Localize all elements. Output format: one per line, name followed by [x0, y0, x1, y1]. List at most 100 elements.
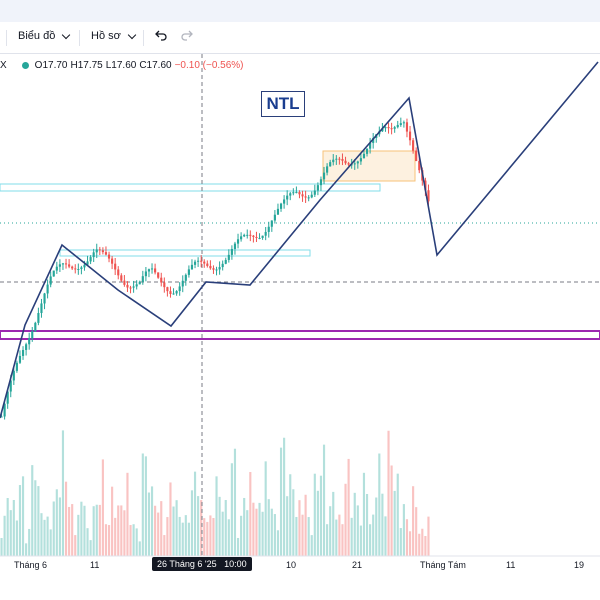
candle-down [301, 194, 304, 197]
volume-bar [341, 524, 344, 556]
candle-down [203, 261, 206, 264]
volume-bar [34, 480, 37, 556]
candle-up [332, 159, 335, 163]
volume-bar [141, 453, 144, 556]
volume-bar [362, 472, 366, 556]
candle-up [197, 260, 200, 262]
candle-up [218, 267, 221, 270]
ticker-annotation: NTL [261, 91, 305, 117]
candle-up [230, 248, 233, 255]
candle-down [338, 158, 341, 160]
volume-bar [0, 538, 3, 556]
volume-bar [335, 519, 338, 556]
chart-menu-button[interactable]: Biểu đồ [18, 30, 71, 42]
volume-bar [64, 481, 68, 556]
support-band [0, 330, 600, 340]
candle-down [160, 277, 163, 283]
x-tick-label: 19 [574, 560, 585, 570]
volume-bar [68, 506, 71, 556]
ohlc-high: H17.75 [70, 60, 103, 71]
volume-bar [286, 496, 289, 556]
volume-bar [322, 444, 326, 556]
candle-up [25, 344, 28, 350]
candle-up [227, 254, 230, 260]
volume-bar [104, 524, 108, 556]
redo-button[interactable] [180, 28, 194, 42]
volume-bar [135, 528, 138, 556]
candle-up [181, 280, 184, 287]
volume-bar [399, 528, 402, 556]
candle-down [415, 150, 418, 162]
volume-bar [18, 485, 22, 556]
volume-bar [344, 483, 347, 556]
candle-down [71, 266, 74, 269]
candle-down [212, 268, 215, 270]
volume-bar [372, 514, 375, 556]
candle-down [206, 263, 209, 266]
volume-bar [415, 507, 418, 556]
volume-bar [326, 524, 329, 556]
candle-up [193, 261, 197, 265]
candle-up [289, 193, 292, 196]
volume-bar [347, 458, 350, 556]
candle-up [261, 235, 264, 238]
volume-bar [92, 506, 95, 556]
candle-up [184, 274, 187, 281]
volume-bar [169, 482, 172, 556]
undo-button[interactable] [154, 28, 168, 42]
volume-bar [52, 501, 55, 556]
volume-bar [243, 497, 246, 556]
candle-up [224, 259, 227, 264]
candle-down [157, 272, 160, 278]
volume-bar [43, 519, 46, 556]
volume-bar [408, 531, 412, 556]
candle-up [335, 158, 338, 160]
candle-up [276, 208, 280, 215]
volume-bar [147, 492, 151, 556]
volume-bar [181, 522, 184, 556]
volume-bar [206, 521, 209, 556]
volume-bar [356, 505, 359, 556]
volume-bar [289, 474, 292, 556]
candle-up [310, 194, 313, 198]
chart-menu-label: Biểu đồ [18, 30, 56, 42]
candle-up [144, 271, 147, 277]
x-tick-label: 21 [352, 560, 363, 570]
volume-bar [111, 486, 114, 556]
volume-bar [209, 515, 212, 556]
candle-down [111, 258, 114, 264]
volume-bar [273, 514, 276, 556]
volume-bar [283, 437, 286, 556]
volume-bar [55, 489, 58, 556]
x-tick-label: 11 [506, 560, 516, 570]
volume-bar [387, 430, 390, 556]
volume-bar [86, 528, 89, 556]
candle-down [298, 192, 301, 195]
volume-bar [120, 505, 123, 556]
volume-bar [89, 540, 92, 556]
candle-up [187, 269, 190, 275]
volume-bar [126, 472, 129, 556]
candle-up [221, 263, 224, 268]
volume-bar [378, 453, 381, 556]
volume-bar [295, 516, 298, 556]
candle-up [190, 264, 194, 270]
candle-up [264, 231, 267, 236]
candle-up [384, 127, 387, 129]
volume-bar [40, 513, 43, 556]
ohlc-low: L17.60 [105, 60, 137, 71]
toolbar-divider [79, 30, 80, 46]
candle-up [356, 161, 359, 164]
candle-down [68, 264, 71, 267]
profile-menu-button[interactable]: Hồ sơ [91, 30, 137, 42]
volume-bar [304, 494, 307, 556]
toolbar-divider [6, 30, 7, 46]
candle-down [107, 254, 111, 259]
volume-bar [37, 486, 40, 556]
candle-up [399, 123, 402, 125]
volume-bar [359, 525, 362, 556]
candle-down [252, 235, 255, 237]
candle-down [427, 190, 430, 202]
candle-up [319, 179, 323, 186]
